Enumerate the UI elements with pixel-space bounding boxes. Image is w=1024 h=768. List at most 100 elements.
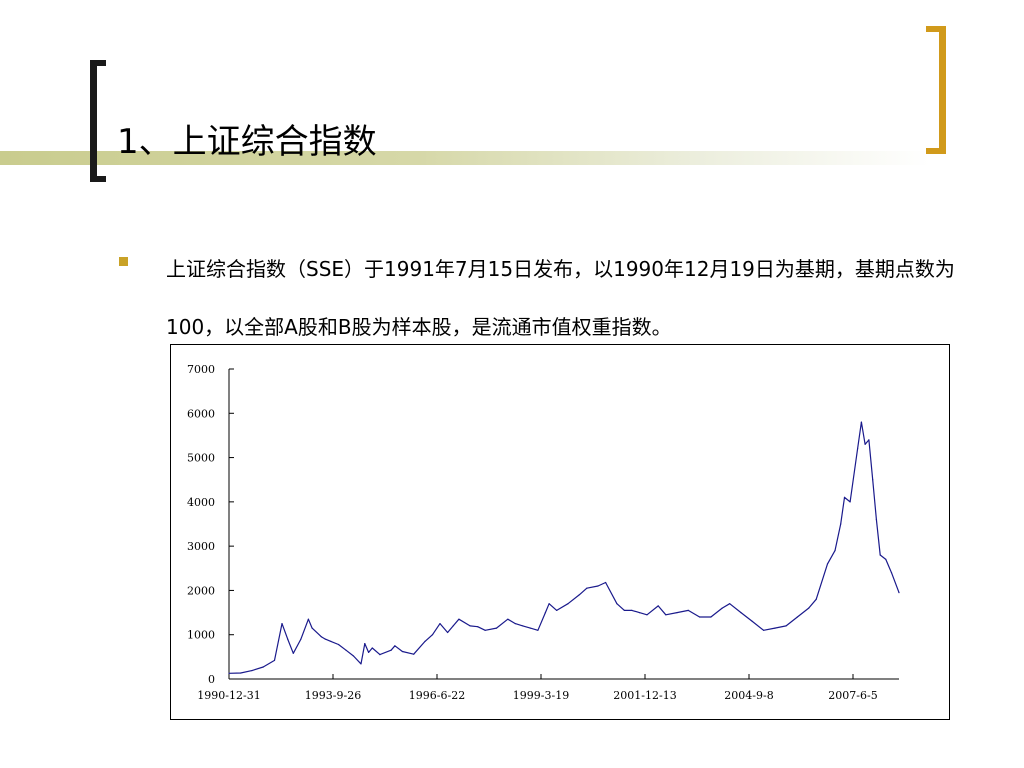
data-point: [710, 616, 712, 618]
data-point: [273, 659, 276, 661]
x-tick-label: 1996-6-22: [409, 689, 465, 702]
data-point: [808, 607, 810, 609]
data-point: [431, 634, 434, 636]
data-point: [657, 605, 659, 607]
data-point: [751, 620, 753, 622]
data-point: [394, 645, 396, 647]
data-point: [586, 587, 588, 589]
data-point: [605, 581, 607, 584]
data-point: [763, 629, 765, 631]
data-point: [424, 640, 426, 642]
slide-title: 1、上证综合指数: [117, 122, 377, 162]
data-point: [324, 638, 326, 640]
x-tick-label: 2004-9-8: [724, 689, 773, 702]
data-point: [857, 448, 859, 450]
y-tick-label: 1000: [187, 629, 215, 642]
data-point: [484, 629, 486, 631]
data-point: [864, 443, 866, 445]
data-point: [875, 519, 878, 521]
data-point: [452, 625, 454, 627]
data-point: [849, 501, 851, 503]
right-bracket-decoration: [926, 26, 946, 154]
data-point: [699, 616, 701, 618]
data-point: [368, 651, 370, 653]
data-point: [447, 631, 449, 634]
y-tick-label: 2000: [187, 584, 215, 597]
y-tick-label: 4000: [187, 496, 215, 509]
y-tick-label: 3000: [187, 540, 215, 553]
data-point: [390, 649, 392, 651]
x-tick-label: 1993-9-26: [305, 689, 361, 702]
data-point: [548, 603, 550, 605]
data-point: [567, 603, 569, 605]
data-point: [868, 439, 870, 441]
data-point: [477, 626, 479, 628]
chart-svg: 0 1000 2000 3000 4000 5000 6000 7000 1990-12-31 1…: [187, 363, 900, 702]
data-point: [330, 640, 332, 642]
line-chart: 0 1000 2000 3000 4000 5000 6000 7000 1990-12-31 1…: [170, 344, 950, 720]
data-point: [556, 609, 558, 611]
data-point: [507, 618, 509, 620]
data-point: [379, 654, 381, 656]
data-point: [834, 550, 836, 552]
data-point: [826, 563, 829, 565]
data-point: [872, 479, 874, 481]
x-tick-label: 1999-3-19: [513, 689, 569, 702]
data-point: [597, 585, 599, 587]
data-point: [262, 666, 264, 668]
data-point: [729, 603, 731, 605]
data-point: [320, 636, 323, 638]
data-point: [578, 594, 580, 596]
data-point: [240, 672, 242, 674]
data-point: [311, 627, 313, 629]
data-point: [458, 618, 460, 620]
data-point: [879, 554, 881, 556]
data-point: [401, 650, 403, 653]
data-point: [337, 643, 340, 646]
data-point: [885, 558, 887, 560]
data-point: [815, 598, 817, 600]
data-point: [796, 616, 799, 618]
data-point: [292, 652, 294, 654]
y-tick-label: 6000: [187, 407, 215, 420]
data-point: [228, 672, 230, 674]
left-bracket-decoration: [90, 60, 106, 182]
series-line-sse: [228, 421, 900, 674]
data-point: [721, 607, 723, 609]
x-tick-label: 1990-12-31: [197, 689, 260, 702]
x-tick-label: 2001-12-13: [613, 689, 676, 702]
data-point: [537, 629, 539, 631]
data-point: [740, 612, 742, 614]
body-paragraph: 上证综合指数（SSE）于1991年7月15日发布，以1990年12月19日为基期…: [166, 257, 955, 339]
data-point: [860, 421, 863, 423]
data-point: [371, 647, 373, 649]
data-point: [413, 653, 415, 655]
data-point: [439, 623, 441, 625]
data-point: [843, 496, 846, 498]
data-point: [469, 625, 471, 627]
x-tick-label: 2007-6-5: [828, 689, 877, 702]
data-point: [251, 670, 253, 672]
data-point: [623, 609, 625, 611]
data-point: [687, 609, 689, 611]
data-point: [364, 643, 366, 645]
data-point: [774, 627, 776, 629]
y-tick-label: 0: [208, 673, 215, 686]
bullet-square-icon: [119, 257, 128, 266]
data-point: [676, 612, 678, 614]
data-point: [646, 614, 648, 616]
data-point: [352, 655, 355, 657]
data-point: [360, 663, 362, 665]
y-tick-label: 5000: [187, 452, 215, 465]
data-point: [785, 625, 787, 627]
data-point: [495, 627, 498, 629]
data-point: [665, 614, 667, 616]
data-point: [616, 603, 618, 605]
data-point: [631, 609, 633, 611]
data-point: [544, 612, 546, 614]
data-point: [287, 638, 289, 640]
data-point: [840, 523, 842, 525]
data-point: [345, 649, 347, 651]
data-point: [300, 638, 302, 640]
data-point: [522, 625, 524, 627]
